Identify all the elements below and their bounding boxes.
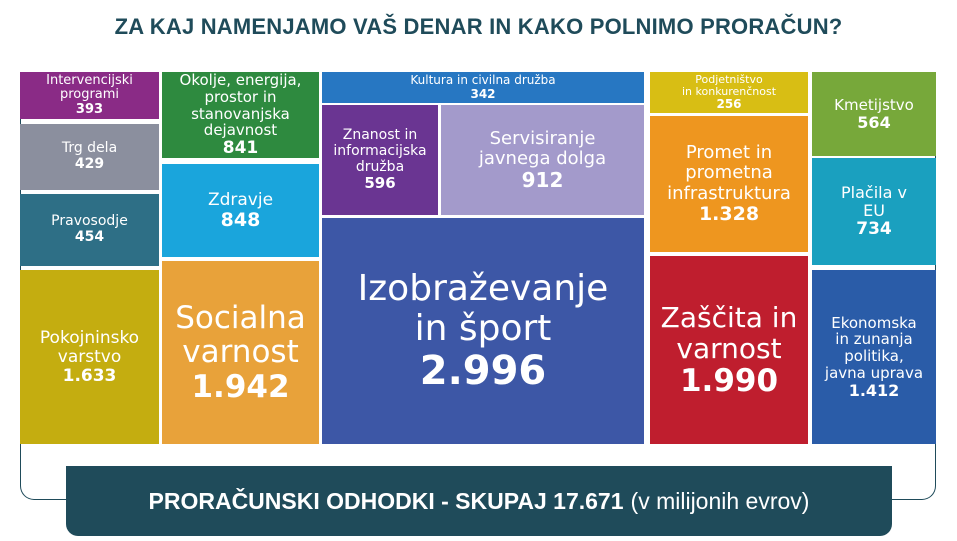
treemap-tile-ekonomska-politika: Ekonomska in zunanja politika, javna upr…: [812, 270, 936, 444]
treemap-tile-podjetnistvo: Podjetništvo in konkurenčnost 256: [650, 72, 808, 113]
tile-value: 848: [220, 208, 261, 231]
treemap-tile-pokojninsko-varstvo: Pokojninsko varstvo 1.633: [20, 270, 159, 444]
tile-value: 564: [857, 112, 891, 132]
tile-label: Zdravje: [207, 189, 274, 210]
treemap-tile-placila-eu: Plačila v EU 734: [812, 158, 936, 265]
tile-label: Kmetijstvo: [834, 95, 914, 114]
tile-label: Promet in prometna infrastruktura: [667, 142, 791, 204]
tile-value: 1.633: [62, 365, 117, 386]
treemap-tile-okolje-energija: Okolje, energija, prostor in stanovanjsk…: [162, 72, 319, 158]
total-unit: (v milijonih evrov): [630, 487, 810, 514]
tile-label: Servisiranje javnega dolga: [478, 127, 607, 169]
tile-value: 1.328: [698, 202, 760, 225]
tile-label: Izobraževanje in šport: [357, 267, 609, 349]
tile-value: 429: [74, 156, 105, 173]
tile-value: 912: [521, 168, 564, 193]
tile-label: Pokojninsko varstvo: [39, 327, 140, 367]
tile-value: 393: [75, 101, 104, 117]
treemap-tile-zascita: Zaščita in varnost 1.990: [650, 256, 808, 444]
tile-label: Okolje, energija, prostor in stanovanjsk…: [179, 72, 302, 140]
treemap-tile-socialna-varnost: Socialna varnost 1.942: [162, 261, 319, 444]
tile-label: Zaščita in varnost: [660, 300, 798, 365]
tile-value: 342: [470, 86, 496, 101]
tile-label: Znanost in informacijska družba: [333, 127, 427, 175]
total-banner: PRORAČUNSKI ODHODKI - SKUPAJ 17.671 (v m…: [66, 466, 892, 536]
tile-value: 596: [364, 174, 396, 193]
treemap-tile-kmetijstvo: Kmetijstvo 564: [812, 72, 936, 156]
treemap-tile-pravosodje: Pravosodje 454: [20, 194, 159, 266]
tile-label: Podjetništvo in konkurenčnost: [681, 72, 777, 98]
tile-label: Intervencijski programi: [46, 72, 133, 103]
total-label: PRORAČUNSKI ODHODKI - SKUPAJ 17.671: [148, 487, 624, 514]
tile-label: Ekonomska in zunanja politika, javna upr…: [824, 313, 924, 382]
tile-label: Kultura in civilna družba: [410, 73, 556, 88]
treemap-tile-promet: Promet in prometna infrastruktura 1.328: [650, 116, 808, 252]
treemap-tile-trg-dela: Trg dela 429: [20, 124, 159, 190]
treemap-tile-kultura: Kultura in civilna družba 342: [322, 72, 644, 103]
tile-label: Trg dela: [61, 140, 118, 157]
tile-value: 1.990: [679, 363, 779, 400]
tile-value: 1.412: [848, 380, 900, 400]
tile-label: Socialna varnost: [175, 299, 306, 371]
tile-value: 841: [222, 138, 259, 158]
treemap-tile-znanost: Znanost in informacijska družba 596: [322, 105, 438, 215]
treemap-tile-servisiranje-dolga: Servisiranje javnega dolga 912: [441, 105, 644, 215]
tile-value: 734: [856, 219, 892, 240]
treemap-tile-zdravje: Zdravje 848: [162, 164, 319, 257]
tile-value: 1.942: [191, 369, 290, 406]
tile-label: Pravosodje: [51, 213, 128, 230]
tile-value: 2.996: [419, 348, 547, 395]
tile-value: 256: [716, 97, 742, 112]
page-title: ZA KAJ NAMENJAMO VAŠ DENAR IN KAKO POLNI…: [114, 14, 843, 39]
tile-value: 454: [74, 229, 105, 246]
treemap-tile-intervencijski-programi: Intervencijski programi 393: [20, 72, 159, 119]
treemap-tile-izobrazevanje: Izobraževanje in šport 2.996: [322, 218, 644, 444]
tile-label: Plačila v EU: [841, 183, 907, 221]
